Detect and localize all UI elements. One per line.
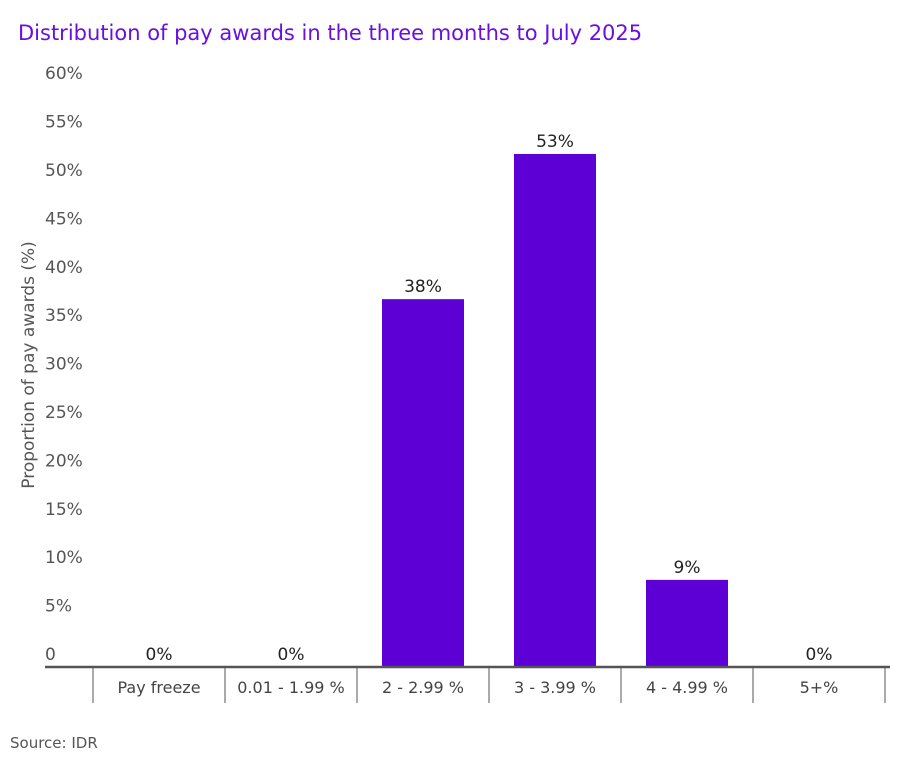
y-tick-label: 10% [45,548,83,568]
y-tick-label: 25% [45,403,83,423]
x-tick-label: 5+% [800,678,839,697]
bar [514,153,596,667]
x-tick-label: 2 - 2.99 % [382,678,464,697]
x-tick-label: 3 - 3.99 % [514,678,596,697]
data-label: 0% [806,645,833,665]
data-label: 38% [404,277,442,297]
source-note: Source: IDR [10,734,98,752]
chart-title: Distribution of pay awards in the three … [18,21,642,45]
data-label: 0% [146,645,173,665]
data-label: 9% [674,558,701,578]
x-tick-label: 4 - 4.99 % [646,678,728,697]
y-tick-label: 45% [45,209,83,229]
y-tick-label: 0 [45,645,56,665]
x-tick-label: 0.01 - 1.99 % [237,678,344,697]
y-tick-label: 55% [45,113,83,133]
y-axis-label: Proportion of pay awards (%) [19,241,39,488]
x-tick-label: Pay freeze [117,678,200,697]
bar [382,299,464,667]
y-tick-label: 40% [45,258,83,278]
y-tick-label: 35% [45,306,83,326]
bar [646,579,728,667]
y-tick-label: 5% [45,597,72,617]
data-label: 0% [278,645,305,665]
y-tick-label: 15% [45,500,83,520]
y-tick-label: 20% [45,451,83,471]
y-tick-label: 50% [45,161,83,181]
data-label: 53% [536,132,574,152]
y-tick-label: 30% [45,355,83,375]
y-tick-label: 60% [45,64,83,84]
